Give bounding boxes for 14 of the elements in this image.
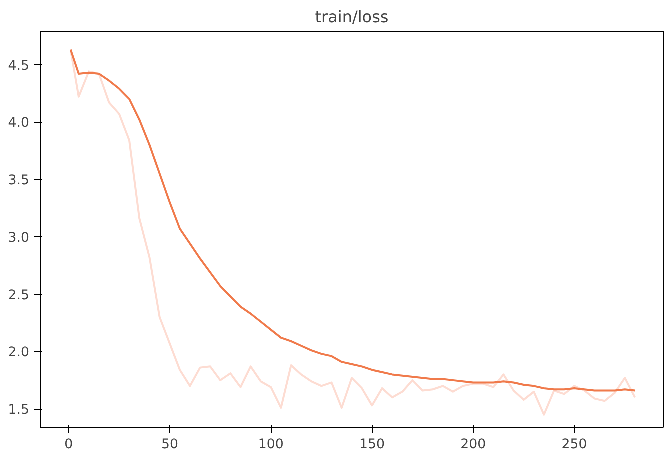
- y-tick-label: 3.0: [8, 230, 30, 246]
- y-tick-label: 4.0: [8, 116, 30, 132]
- x-tick-label: 100: [258, 438, 284, 451]
- x-tick-label: 50: [161, 438, 178, 451]
- y-tick-label: 3.5: [8, 174, 30, 189]
- y-tick-label: 2.5: [8, 288, 30, 304]
- y-tick-label: 1.5: [8, 403, 30, 418]
- x-tick-label: 250: [562, 438, 588, 451]
- y-tick-label: 4.5: [8, 58, 30, 74]
- x-tick-label: 200: [460, 438, 486, 451]
- x-tick-label: 150: [360, 438, 385, 451]
- x-tick-label: 0: [64, 438, 74, 451]
- chart-title: train/loss: [315, 8, 389, 26]
- y-tick-label: 2.0: [8, 346, 30, 361]
